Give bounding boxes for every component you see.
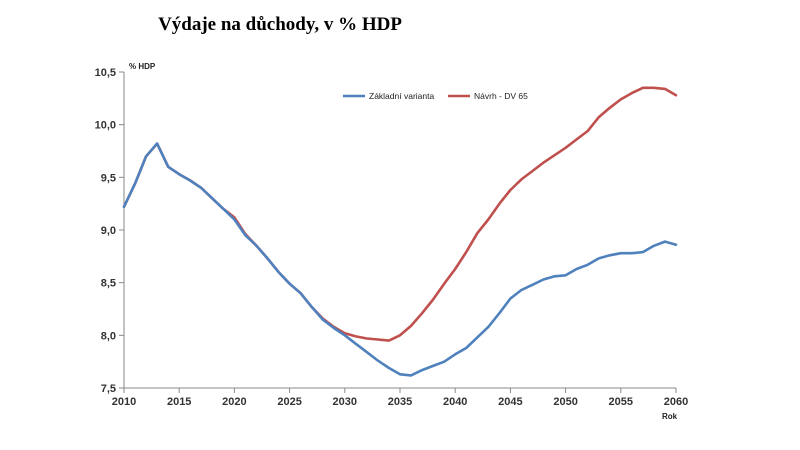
- y-tick-label: 10,0: [95, 120, 116, 132]
- series-line-1: [122, 86, 678, 342]
- y-tick-label: 8,5: [101, 278, 116, 290]
- x-tick-label: 2020: [222, 396, 246, 408]
- y-tick-group: 7,5 8,0 8,5 9,0 9,5 10,0 10,5: [95, 67, 124, 395]
- y-tick-label: 10,5: [95, 67, 116, 79]
- x-tick-label: 2055: [609, 396, 633, 408]
- x-tick-label: 2015: [167, 396, 191, 408]
- x-tick-label: 2035: [388, 396, 412, 408]
- y-tick-label: 9,5: [101, 172, 116, 184]
- x-tick-label: 2045: [498, 396, 522, 408]
- legend-label: Základní varianta: [369, 91, 434, 101]
- y-tick-label: 7,5: [101, 383, 116, 395]
- x-tick-label: 2030: [333, 396, 357, 408]
- x-tick-label: 2040: [443, 396, 467, 408]
- chart-title: Výdaje na důchody, v % HDP: [158, 14, 402, 35]
- x-axis-label: Rok: [662, 412, 678, 421]
- series-group: [122, 86, 678, 377]
- y-tick-label: 8,0: [101, 330, 116, 342]
- legend-label: Návrh - DV 65: [474, 91, 528, 101]
- y-tick-label: 9,0: [101, 225, 116, 237]
- x-tick-label: 2060: [664, 396, 688, 408]
- x-tick-label: 2050: [553, 396, 577, 408]
- x-tick-group: 2010 2015 2020 2025 2030 2035 2040 2045 2050 2055…: [112, 388, 688, 408]
- legend: Základní varianta Návrh - DV 65: [343, 91, 528, 101]
- x-tick-label: 2010: [112, 396, 136, 408]
- series-line-0: [122, 142, 678, 377]
- x-tick-label: 2025: [277, 396, 301, 408]
- y-axis-label: % HDP: [129, 62, 156, 71]
- chart-axes: [123, 72, 676, 389]
